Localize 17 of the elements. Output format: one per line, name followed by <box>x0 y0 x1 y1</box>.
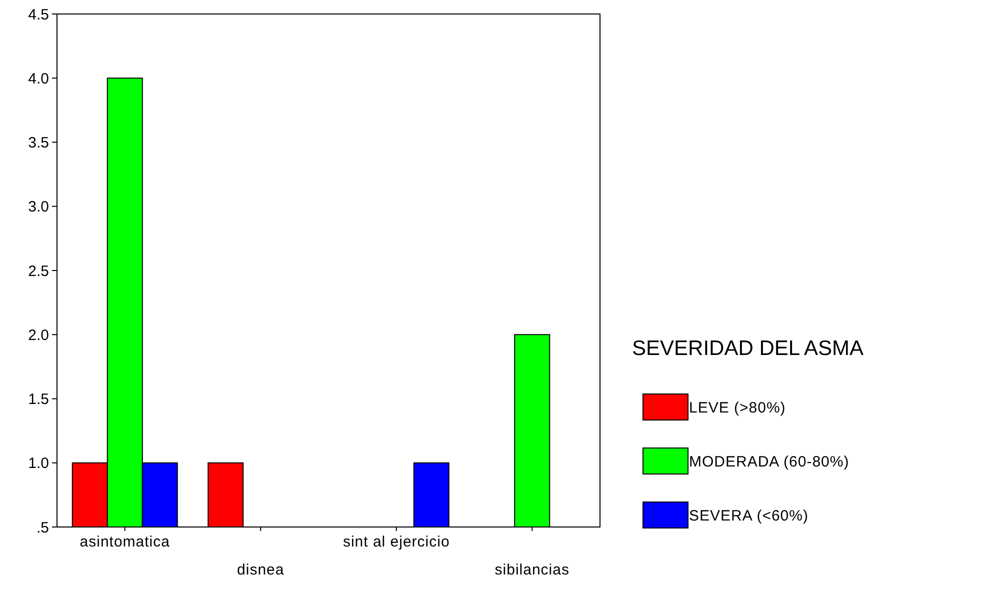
legend-label: LEVE (>80%) <box>689 399 786 416</box>
legend-label: MODERADA (60-80%) <box>689 453 850 470</box>
y-tick-label: 4.5 <box>28 6 49 24</box>
x-tick-label: sint al ejercicio <box>342 533 450 550</box>
y-tick-label: 2.0 <box>28 326 49 344</box>
y-tick-label: 2.5 <box>28 262 49 280</box>
legend-title: SEVERIDAD DEL ASMA <box>632 337 864 360</box>
legend-label: SEVERA (<60%) <box>689 507 808 524</box>
y-tick-label: 1.5 <box>28 391 49 408</box>
y-tick-label: 4.0 <box>28 70 49 88</box>
x-tick-label: asintomatica <box>80 533 170 550</box>
y-tick-label: 3.5 <box>28 134 49 152</box>
x-tick-label: sibilancias <box>494 561 570 578</box>
y-tick-label: 1.0 <box>28 455 49 472</box>
y-tick-label: .5 <box>36 519 49 536</box>
y-tick-label: 3.0 <box>28 198 49 216</box>
x-tick-label: disnea <box>237 561 284 578</box>
